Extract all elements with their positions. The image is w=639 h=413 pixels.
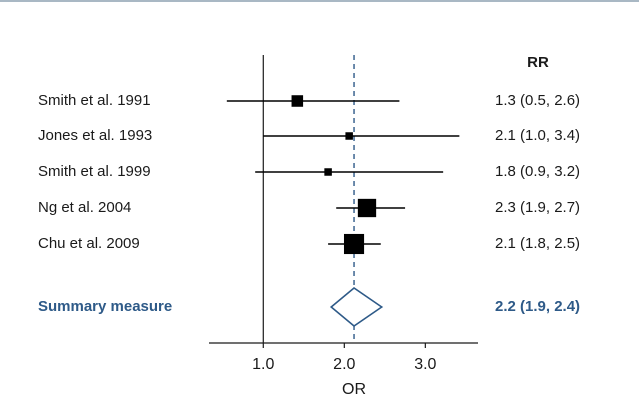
summary-label: Summary measure [38,298,172,315]
x-axis-label: OR [342,381,366,398]
study-label: Smith et al. 1999 [38,163,151,180]
study-label: Chu et al. 2009 [38,235,140,252]
top-rule [0,0,639,2]
estimate-text: 2.3 (1.9, 2.7) [495,199,580,216]
x-tick-label: 2.0 [333,356,355,373]
point-estimate [345,132,353,140]
x-tick-label: 3.0 [414,356,436,373]
point-estimate [291,95,304,107]
summary-diamond [329,286,384,328]
point-estimate [357,198,377,218]
point-estimate [324,168,332,176]
estimate-text: 1.3 (0.5, 2.6) [495,92,580,109]
study-label: Smith et al. 1991 [38,92,151,109]
estimate-text: 2.1 (1.0, 3.4) [495,127,580,144]
study-label: Ng et al. 2004 [38,199,131,216]
estimate-text: 2.1 (1.8, 2.5) [495,235,580,252]
x-tick-label: 1.0 [252,356,274,373]
summary-estimate-text: 2.2 (1.9, 2.4) [495,298,580,315]
column-header: RR [527,54,549,71]
point-estimate [343,233,365,255]
estimate-text: 1.8 (0.9, 3.2) [495,163,580,180]
study-label: Jones et al. 1993 [38,127,152,144]
